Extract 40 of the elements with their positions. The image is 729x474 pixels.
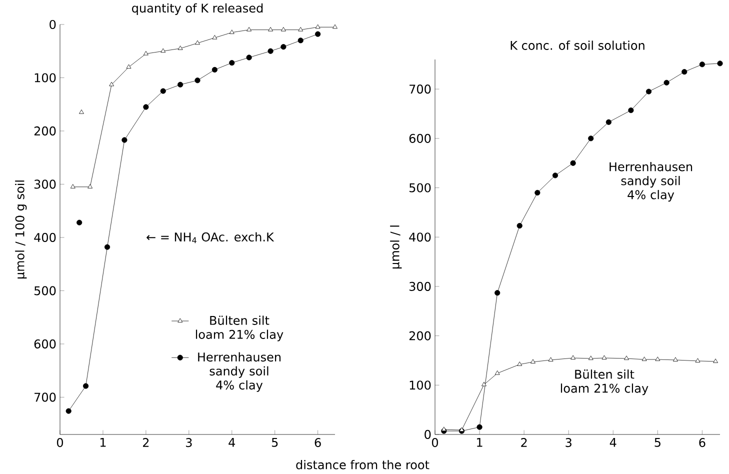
x-tick-label: 6 [314,438,321,447]
x-tick-label: 0 [56,438,64,447]
legend-label: Herrenhausen sandy soil 4% clay [198,352,281,392]
y-tick-label: 100 [410,380,431,390]
annotation: ← = NH$_{4}$ OAc. exch.K [146,232,274,243]
y-axis-title: µmol / l [390,225,402,268]
y-tick-label: 100 [34,72,56,82]
text: Herrenhausen sandy soil 4% clay [610,162,692,202]
y-tick-label: 600 [34,339,56,348]
chart-title: K conc. of soil solution [510,40,644,50]
x-tick-label: 1 [100,438,106,447]
x-tick-label: 1 [477,438,482,447]
x-tick-label: 0 [432,438,438,447]
x-tick-label: 3 [186,438,192,447]
y-tick-label: 200 [34,126,56,136]
y-tick-label: 500 [34,286,56,296]
y-tick-label: 700 [410,84,431,94]
x-tick-label: 5 [272,438,278,447]
y-tick-label: 700 [34,392,56,402]
x-tick-label: 3 [566,438,572,447]
x-axis-title: distance from the root [296,460,430,470]
y-tick-label: 200 [409,331,431,340]
y-tick-label: 400 [34,232,56,242]
series-label: Bülten silt loam 21% clay [560,369,648,395]
y-tick-label: 600 [409,134,431,143]
y-tick-label: 0 [424,430,431,439]
y-tick-label: 500 [409,182,431,192]
legend-label: Bülten silt loam 21% clay [196,315,284,342]
y-axis-title: µmol / 100 g soil [15,180,27,278]
x-tick-label: 4 [610,438,616,447]
y-tick-label: 400 [409,232,431,242]
x-tick-label: 5 [654,438,660,447]
y-tick-label: 300 [409,282,431,291]
chart-title: quantity of K released [132,3,263,15]
y-tick-label: 300 [34,179,56,189]
x-tick-label: 2 [143,438,149,447]
x-tick-label: 4 [228,438,236,447]
x-tick-label: 6 [699,438,706,447]
y-tick-label: 0 [50,20,56,29]
x-tick-label: 2 [521,438,527,447]
